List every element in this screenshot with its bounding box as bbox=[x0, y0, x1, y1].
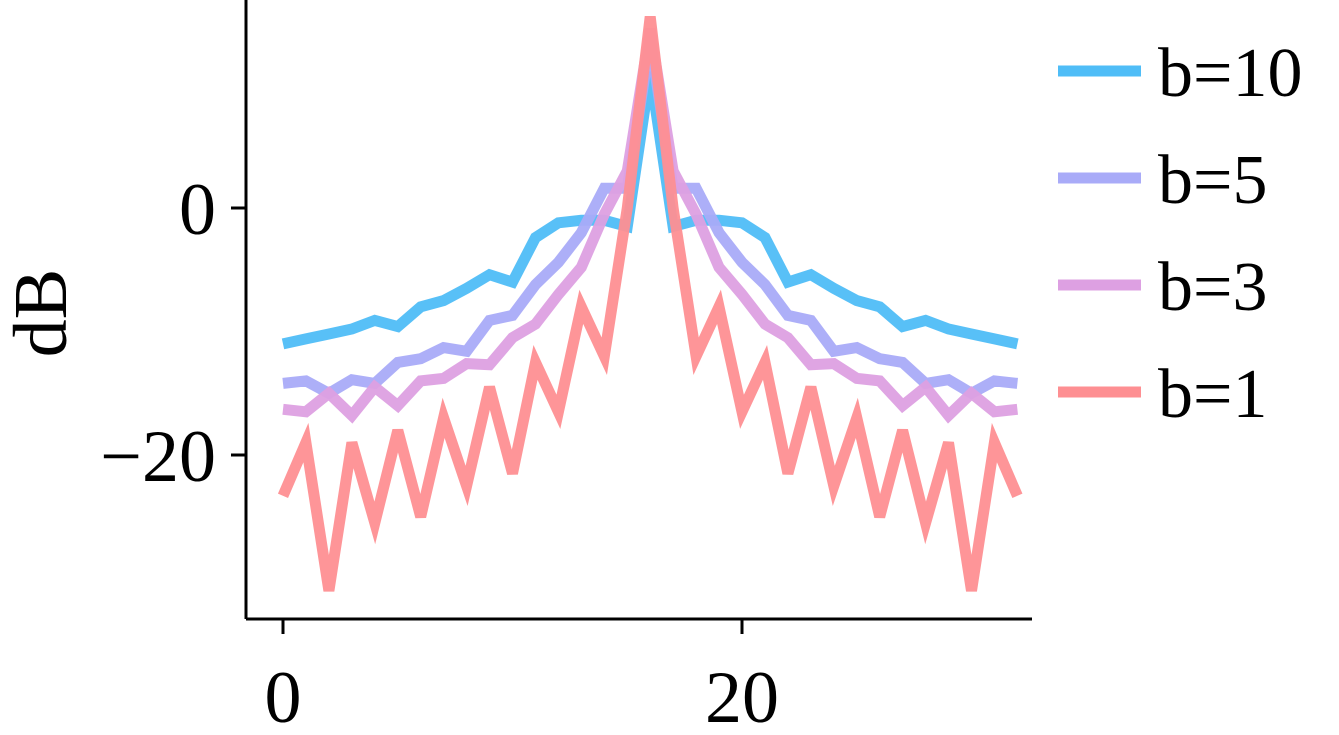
x-tick-label: 0 bbox=[265, 657, 302, 735]
series-line-b-1 bbox=[277, 15, 1023, 592]
legend-label-b-5: b=5 bbox=[1158, 142, 1267, 219]
plot-lines bbox=[277, 15, 1023, 592]
y-ticks: 0 −20 bbox=[100, 169, 246, 498]
x-ticks: 0 20 bbox=[265, 619, 779, 735]
y-tick-label: 0 bbox=[179, 169, 216, 251]
y-axis-title: dB bbox=[0, 269, 83, 358]
legend-label-b-3: b=3 bbox=[1158, 249, 1267, 326]
legend: b=10 b=5 b=3 b=1 bbox=[1058, 35, 1302, 433]
x-tick-label: 20 bbox=[705, 657, 779, 735]
series-line-b-10 bbox=[281, 71, 1019, 350]
y-tick-label: −20 bbox=[100, 416, 216, 498]
legend-label-b-10: b=10 bbox=[1158, 35, 1302, 112]
legend-label-b-1: b=1 bbox=[1158, 356, 1267, 433]
axes bbox=[244, 0, 1032, 621]
